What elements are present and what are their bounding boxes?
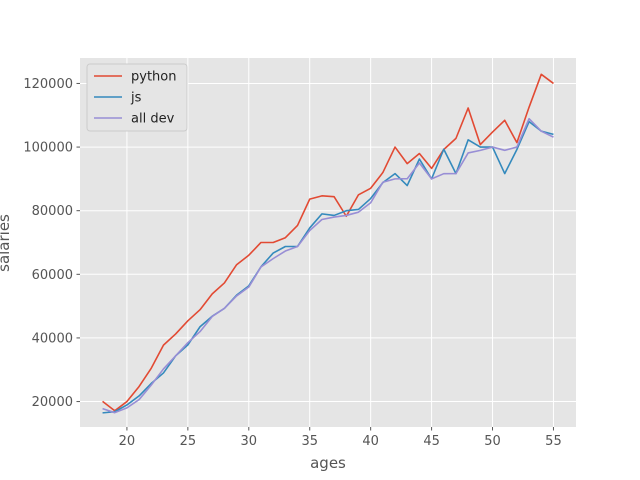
x-tick-label: 30 [241,434,258,449]
grid [80,58,576,427]
y-tick-label: 120000 [23,77,73,92]
x-axis-label: ages [310,454,346,472]
y-tick-label: 40000 [32,331,73,346]
y-tick-label: 80000 [32,204,73,219]
x-tick-label: 35 [301,434,318,449]
y-tick-labels: 20000 40000 60000 80000 100000 120000 [23,77,80,410]
y-axis-label: salaries [0,214,13,272]
y-tick-label: 20000 [32,395,73,410]
x-tick-label: 20 [119,434,136,449]
x-tick-label: 40 [362,434,379,449]
y-tick-label: 60000 [32,268,73,283]
y-tick-label: 100000 [23,141,73,156]
legend-label-all-dev: all dev [131,112,175,127]
x-tick-label: 45 [423,434,440,449]
legend-label-python: python [131,70,176,85]
series-group [102,73,554,414]
x-tick-label: 50 [484,434,501,449]
x-tick-label: 25 [180,434,197,449]
x-tick-label: 55 [545,434,562,449]
series-line-all-dev [102,117,554,414]
legend-label-js: js [130,91,142,106]
legend: python js all dev [86,63,188,132]
series-line-python [102,73,554,412]
legend-box [86,63,188,132]
x-tick-labels: 20 25 30 35 40 45 50 55 [119,427,562,449]
